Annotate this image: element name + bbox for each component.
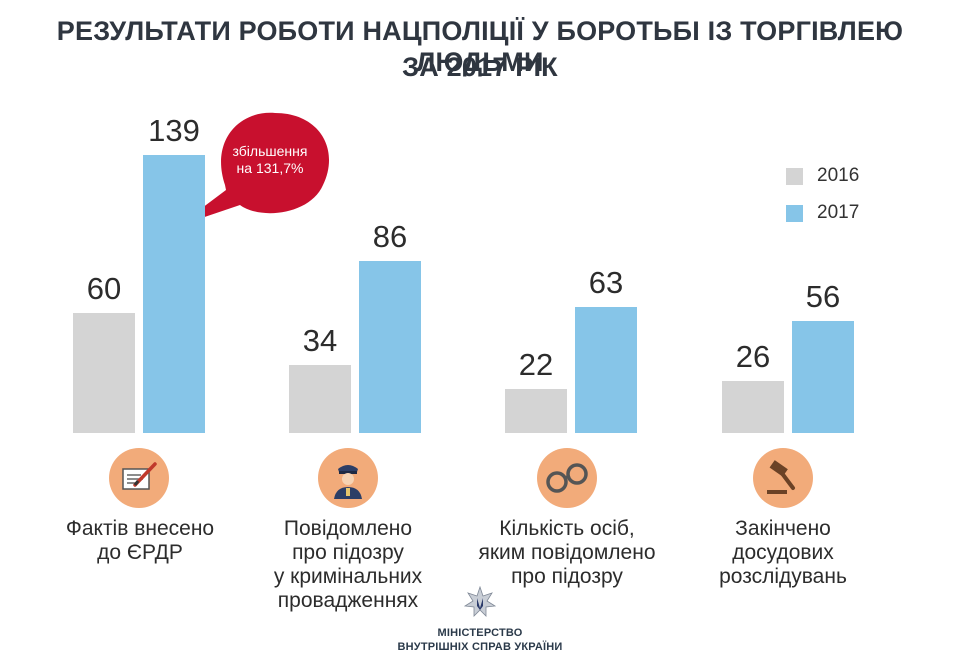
category-label-2-line1: Кількість осіб,: [499, 517, 635, 540]
bar-2016-1: [289, 365, 351, 433]
ministry-name-line1: МІНІСТЕРСТВО: [437, 627, 523, 639]
category-label-1: Повідомлено про підозру у кримінальних п…: [238, 517, 458, 613]
value-label-2016-3: 26: [736, 339, 770, 374]
category-label-3-line3: розслідувань: [719, 565, 847, 588]
value-label-2016-0: 60: [87, 271, 121, 306]
annotation-line2: на 131,7%: [236, 160, 304, 176]
category-label-1-line2: про підозру: [292, 541, 404, 564]
category-label-3-line2: досудових: [732, 541, 834, 564]
legend-item-2016: 2016: [786, 165, 859, 187]
category-label-1-line4: провадженнях: [277, 589, 419, 612]
annotation-line1: збільшення: [232, 143, 308, 159]
value-label-2017-1: 86: [373, 219, 407, 254]
chart-title-line2: ЗА 2017 РІК: [402, 52, 558, 82]
handcuffs-icon: [537, 448, 597, 508]
police-officer-icon: [318, 448, 378, 508]
document-pen-icon: [109, 448, 169, 508]
category-label-2-line2: яким повідомлено: [478, 541, 656, 564]
increase-annotation-bubble: [178, 112, 330, 226]
category-label-1-line3: у кримінальних: [273, 565, 423, 588]
category-label-2-line3: про підозру: [511, 565, 623, 588]
category-label-3-line1: Закінчено: [735, 517, 831, 540]
ministry-star-emblem-icon: [464, 586, 496, 617]
category-label-1-line1: Повідомлено: [283, 517, 413, 540]
bar-2017-1: [359, 261, 421, 433]
category-label-3: Закінчено досудових розслідувань: [673, 517, 893, 589]
legend-label-2017: 2017: [817, 202, 860, 223]
ministry-name-line2: ВНУТРІШНІХ СПРАВ УКРАЇНИ: [397, 641, 563, 653]
bar-2016-0: [73, 313, 135, 433]
bar-2016-3: [722, 381, 784, 433]
chart-title-line1: РЕЗУЛЬТАТИ РОБОТИ НАЦПОЛІЦІЇ У БОРОТЬБІ …: [56, 16, 904, 77]
value-label-2017-3: 56: [806, 279, 840, 314]
category-label-0: Фактів внесено до ЄРДР: [30, 517, 250, 565]
value-label-2016-1: 34: [303, 323, 337, 358]
bar-2017-3: [792, 321, 854, 433]
value-label-2016-2: 22: [519, 347, 553, 382]
gavel-icon: [753, 448, 813, 508]
value-label-2017-0: 139: [148, 113, 200, 148]
legend-swatch-2016: [786, 167, 803, 185]
category-label-2: Кількість осіб, яким повідомлено про під…: [457, 517, 677, 589]
legend-swatch-2017: [786, 204, 803, 222]
bar-2017-2: [575, 307, 637, 433]
bar-2016-2: [505, 389, 567, 433]
bar-2017-0: [143, 155, 205, 433]
value-label-2017-2: 63: [589, 265, 623, 300]
legend-label-2016: 2016: [817, 165, 860, 186]
category-label-0-line2: до ЄРДР: [97, 541, 183, 564]
category-label-0-line1: Фактів внесено: [65, 517, 215, 540]
increase-annotation-text: збільшення на 131,7%: [219, 143, 321, 177]
legend-item-2017: 2017: [786, 202, 859, 224]
